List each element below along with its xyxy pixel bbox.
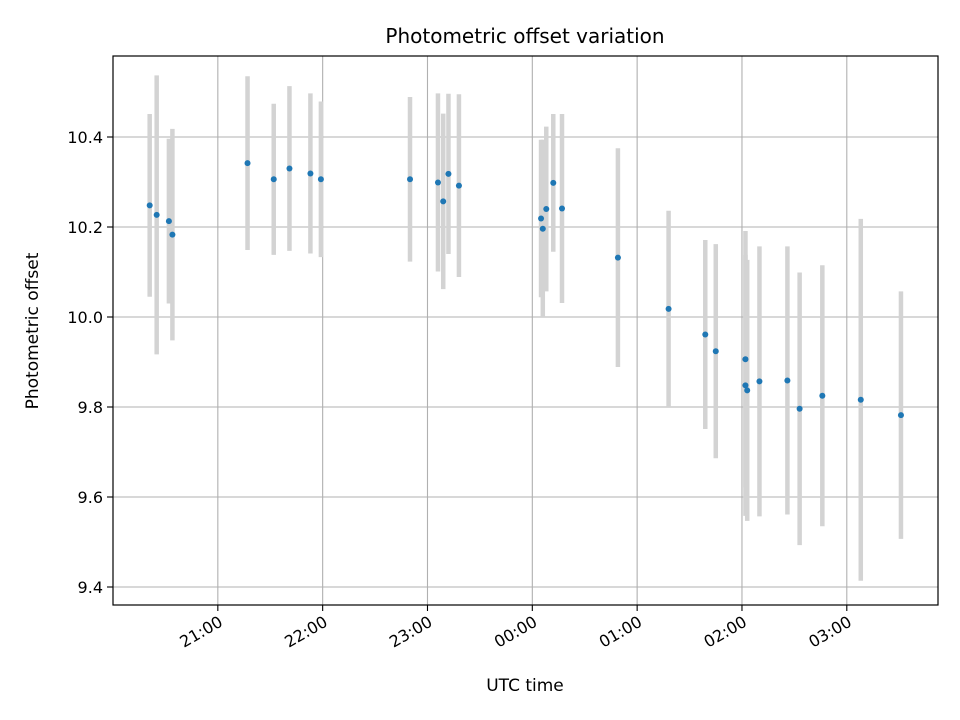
data-point bbox=[407, 176, 414, 183]
y-axis-title: Photometric offset bbox=[23, 252, 43, 409]
data-point bbox=[550, 179, 557, 186]
data-point bbox=[742, 356, 749, 363]
data-point bbox=[455, 182, 462, 189]
data-point bbox=[897, 412, 904, 419]
data-point bbox=[702, 331, 709, 338]
y-tick-label: 10.0 bbox=[67, 308, 103, 327]
y-tick-label: 9.8 bbox=[78, 398, 103, 417]
data-point bbox=[165, 218, 172, 225]
data-point bbox=[559, 205, 566, 212]
data-point bbox=[538, 215, 545, 222]
plot-area-frame bbox=[112, 55, 939, 606]
data-point bbox=[445, 170, 452, 177]
data-point bbox=[796, 405, 803, 412]
chart-title: Photometric offset variation bbox=[385, 24, 664, 48]
data-points bbox=[146, 160, 904, 419]
data-point bbox=[819, 392, 826, 399]
y-tick-label: 9.6 bbox=[78, 488, 103, 507]
data-point bbox=[153, 211, 160, 218]
data-point bbox=[539, 225, 546, 232]
data-point bbox=[270, 176, 277, 183]
data-point bbox=[286, 165, 293, 172]
data-point bbox=[784, 377, 791, 384]
data-point bbox=[543, 206, 550, 212]
data-point bbox=[712, 348, 719, 355]
data-point bbox=[440, 198, 447, 205]
data-point bbox=[244, 160, 251, 167]
data-point bbox=[857, 396, 864, 403]
y-tick-label: 9.4 bbox=[78, 578, 103, 597]
data-point bbox=[434, 179, 441, 186]
data-point bbox=[744, 387, 751, 394]
data-point bbox=[665, 305, 672, 312]
data-point bbox=[169, 231, 176, 238]
data-point bbox=[756, 378, 763, 385]
data-point bbox=[307, 170, 314, 177]
y-tick-label: 10.4 bbox=[67, 128, 103, 147]
x-axis-title: UTC time bbox=[486, 676, 564, 696]
y-tick-label: 10.2 bbox=[67, 218, 103, 237]
data-point bbox=[146, 202, 153, 209]
data-point bbox=[317, 176, 324, 183]
data-point bbox=[742, 382, 749, 389]
y-axis-ticks: 9.4 9.6 9.8 10.0 10.2 10.4 bbox=[67, 128, 113, 597]
data-point bbox=[614, 254, 621, 261]
